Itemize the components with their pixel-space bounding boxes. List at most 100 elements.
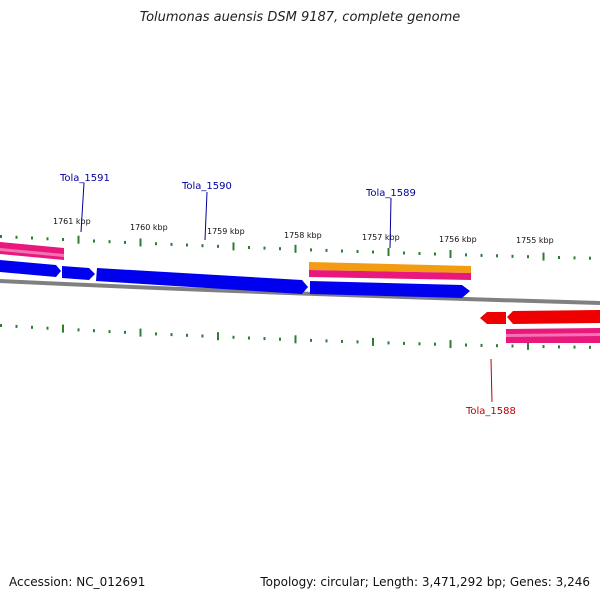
minor-tick xyxy=(31,325,33,329)
minor-tick xyxy=(248,336,250,340)
lower-tick-ring xyxy=(0,324,591,350)
minor-tick xyxy=(77,328,80,332)
major-tick xyxy=(294,335,297,344)
minor-tick xyxy=(0,324,2,327)
minor-tick xyxy=(356,340,359,344)
major-tick xyxy=(77,235,80,244)
minor-tick xyxy=(527,255,529,259)
cds-arrow-tola-1589[interactable] xyxy=(310,281,470,298)
major-tick xyxy=(449,250,452,258)
map-title: Tolumonas auensis DSM 9187, complete gen… xyxy=(139,10,461,25)
minor-tick xyxy=(155,242,157,246)
minor-tick xyxy=(341,339,343,343)
minor-tick xyxy=(217,244,219,248)
genome-backbone xyxy=(0,279,600,305)
minor-tick xyxy=(232,335,235,339)
major-tick xyxy=(217,332,219,341)
minor-tick xyxy=(434,252,436,256)
minor-tick xyxy=(573,256,576,260)
minor-tick xyxy=(62,238,64,241)
kbp-label-1759: 1759 kbp xyxy=(207,227,245,236)
minor-tick xyxy=(341,249,343,253)
gene-label-tola-1589[interactable]: Tola_1589 xyxy=(365,188,416,199)
minor-tick xyxy=(124,240,126,244)
minor-tick xyxy=(263,337,266,341)
minor-tick xyxy=(170,242,173,246)
minor-tick xyxy=(15,324,18,328)
minor-tick xyxy=(170,333,173,337)
minor-tick xyxy=(511,344,514,348)
leader-line-tola-1591 xyxy=(80,182,85,233)
feature-pink-right-highlight xyxy=(506,333,600,337)
minor-tick xyxy=(465,253,467,257)
minor-tick xyxy=(480,343,483,347)
minor-tick xyxy=(279,337,281,341)
gene-label-tola-1591[interactable]: Tola_1591 xyxy=(59,173,110,184)
major-tick xyxy=(62,324,64,333)
minor-tick xyxy=(573,345,576,349)
minor-tick xyxy=(186,243,188,247)
minor-tick xyxy=(325,248,328,252)
minor-tick xyxy=(403,341,405,345)
minor-tick xyxy=(248,246,250,249)
minor-tick xyxy=(558,345,560,349)
minor-tick xyxy=(418,342,421,346)
minor-tick xyxy=(279,247,281,251)
minor-tick xyxy=(108,330,111,334)
accession-text: Accession: NC_012691 xyxy=(9,575,146,589)
minor-tick xyxy=(589,345,591,349)
minor-tick xyxy=(325,339,328,343)
minor-tick xyxy=(201,244,204,248)
minor-tick xyxy=(186,333,188,337)
minor-tick xyxy=(558,256,560,259)
minor-tick xyxy=(496,344,498,348)
cds-arrow-tola-1591[interactable] xyxy=(62,266,95,280)
leader-line-tola-1589 xyxy=(389,197,392,249)
gene-label-tola-1588[interactable]: Tola_1588 xyxy=(465,406,516,417)
kbp-label-1757: 1757 kbp xyxy=(362,233,400,242)
minor-tick xyxy=(418,252,421,255)
minor-tick xyxy=(46,237,49,241)
minor-tick xyxy=(124,330,126,334)
minor-tick xyxy=(310,248,312,252)
cds-arrow-tola-1590[interactable] xyxy=(96,268,308,294)
minor-tick xyxy=(201,334,204,338)
major-tick xyxy=(139,328,142,337)
major-tick xyxy=(232,242,235,251)
minor-tick xyxy=(589,256,591,260)
major-tick xyxy=(449,340,452,349)
kbp-label-1756: 1756 kbp xyxy=(439,235,477,244)
minor-tick xyxy=(434,342,436,346)
minor-tick xyxy=(0,235,2,238)
minor-tick xyxy=(542,345,545,349)
feature-pink-center[interactable] xyxy=(309,270,471,280)
minor-tick xyxy=(15,235,18,239)
minor-tick xyxy=(93,239,95,243)
major-tick xyxy=(139,238,142,247)
kbp-label-1761: 1761 kbp xyxy=(53,217,91,226)
minor-tick xyxy=(496,254,498,258)
feature-pink-left-highlight xyxy=(0,248,64,257)
minor-tick xyxy=(465,343,467,347)
major-tick xyxy=(372,337,374,346)
minor-tick xyxy=(372,250,374,254)
feature-orange[interactable] xyxy=(309,262,471,273)
minor-tick xyxy=(93,329,95,333)
gene-label-tola-1590[interactable]: Tola_1590 xyxy=(181,181,232,192)
minor-tick xyxy=(31,236,33,240)
leader-line-tola-1588 xyxy=(490,358,493,403)
minor-tick xyxy=(403,251,405,255)
minor-tick xyxy=(387,341,390,345)
major-tick xyxy=(294,244,297,253)
cds-arrow-reverse-right[interactable] xyxy=(507,310,600,324)
minor-tick xyxy=(511,254,514,258)
leader-line-tola-1590 xyxy=(204,191,208,241)
major-tick xyxy=(542,252,545,261)
minor-tick xyxy=(263,246,266,250)
minor-tick xyxy=(155,332,157,336)
major-tick xyxy=(387,248,390,256)
cds-arrow-tola-1588[interactable] xyxy=(480,312,506,324)
cds-arrow-leftmost[interactable] xyxy=(0,260,61,277)
minor-tick xyxy=(480,253,483,257)
